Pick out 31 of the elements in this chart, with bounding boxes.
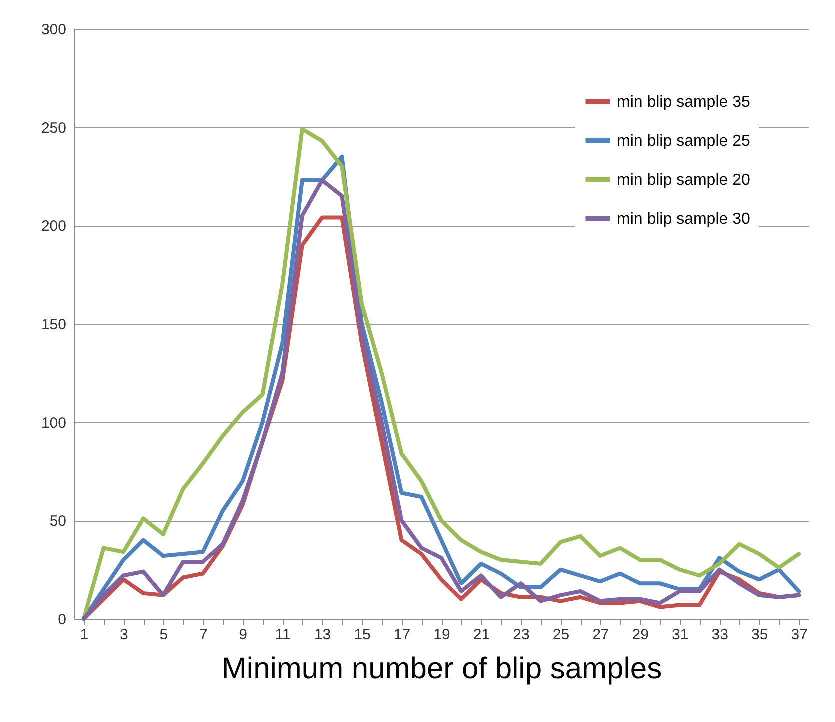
x-tick-label: 1 — [80, 626, 89, 644]
y-tick-label: 150 — [41, 316, 66, 334]
x-tick-label: 15 — [354, 626, 371, 644]
x-tick-label: 9 — [239, 626, 248, 644]
x-tick-label: 17 — [394, 626, 411, 644]
y-tick-label: 300 — [41, 22, 66, 38]
x-tick-label: 5 — [160, 626, 168, 644]
x-tick-label: 11 — [275, 626, 291, 644]
y-tick-label: 100 — [41, 414, 66, 432]
x-tick-label: 25 — [552, 626, 570, 644]
legend-label: min blip sample 30 — [617, 211, 750, 228]
x-tick-label: 29 — [632, 626, 649, 644]
x-tick-label: 27 — [592, 626, 610, 644]
y-tick-label: 200 — [41, 218, 66, 236]
x-tick-label: 13 — [314, 626, 332, 644]
x-tick-label: 3 — [120, 626, 128, 644]
y-tick-label: 0 — [58, 612, 66, 628]
x-tick-label: 33 — [712, 626, 728, 644]
y-tick-label: 250 — [41, 120, 66, 137]
x-tick-label: 7 — [199, 626, 208, 644]
x-tick-label: 21 — [473, 626, 490, 644]
legend-label: min blip sample 25 — [617, 133, 750, 150]
x-tick-label: 35 — [751, 626, 768, 644]
x-tick-label: 37 — [791, 626, 808, 644]
x-axis-title: Minimum number of blip samples — [222, 652, 662, 686]
x-tick-label: 31 — [672, 626, 689, 644]
legend-label: min blip sample 35 — [617, 94, 750, 111]
y-tick-label: 50 — [50, 513, 66, 530]
x-tick-label: 23 — [513, 626, 530, 644]
x-tick-label: 19 — [434, 626, 450, 644]
legend-label: min blip sample 20 — [617, 172, 750, 189]
